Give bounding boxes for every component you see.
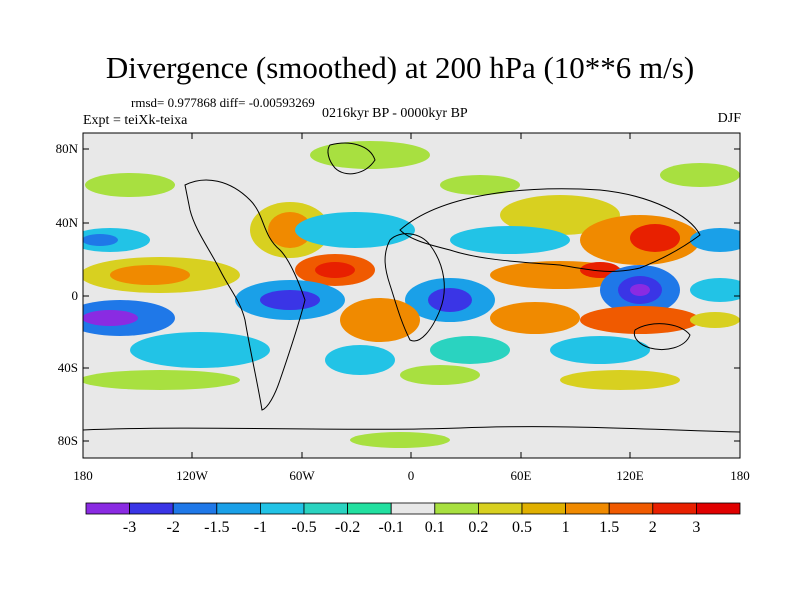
colorbar-label: 2: [648, 519, 657, 536]
colorbar-label: 0.5: [512, 519, 532, 536]
colorbar-swatch: [259, 502, 305, 515]
lat-label-40n: 40N: [55, 215, 78, 230]
lon-label-120e: 120E: [616, 468, 644, 483]
lat-label-40s: 40S: [57, 360, 78, 375]
colorbar-label: 1.5: [599, 519, 620, 536]
colorbar-swatch: [85, 502, 130, 515]
colorbar-swatch: [696, 502, 741, 515]
colorbar-swatch: [172, 502, 218, 515]
map-panel: [83, 133, 740, 458]
colorbar-label: -1.5: [204, 519, 230, 536]
lon-label-180-left: 180: [73, 468, 93, 483]
lon-label-0: 0: [407, 468, 415, 483]
colorbar-label: -3: [122, 519, 137, 536]
lon-label-180-right: 180: [730, 468, 750, 483]
axis-ticks: [83, 133, 740, 458]
experiment-label: Expt = teiXk-teixa: [83, 113, 188, 128]
colorbar-swatch: [434, 502, 479, 515]
colorbar-label: 1: [561, 519, 570, 536]
colorbar: [85, 502, 741, 515]
colorbar-swatch: [216, 502, 261, 515]
colorbar-swatch: [347, 502, 392, 515]
rmsd-stats: rmsd= 0.977868 diff= -0.00593269: [131, 95, 315, 110]
lat-label-0: 0: [71, 288, 79, 303]
colorbar-swatch: [303, 502, 348, 515]
colorbar-label: 3: [692, 519, 701, 536]
colorbar-label: -1: [253, 519, 268, 536]
colorbar-label: -0.5: [291, 519, 317, 536]
colorbar-swatch: [608, 502, 654, 515]
divergence-field: [83, 141, 740, 448]
season-label: DJF: [717, 111, 741, 126]
colorbar-swatch: [390, 502, 436, 515]
colorbar-swatch: [565, 502, 610, 515]
colorbar-label: -2: [166, 519, 180, 536]
colorbar-label: 0.1: [424, 519, 445, 536]
time-period-subtitle: 0216kyr BP - 0000kyr BP: [322, 106, 468, 121]
colorbar-label: -0.2: [334, 519, 361, 536]
lat-label-80n: 80N: [55, 141, 78, 156]
lon-label-120w: 120W: [176, 468, 208, 483]
lon-label-60w: 60W: [289, 468, 315, 483]
map-title: Divergence (smoothed) at 200 hPa (10**6 …: [105, 50, 695, 85]
colorbar-label: -0.1: [378, 519, 404, 536]
lat-label-80s: 80S: [57, 433, 78, 448]
colorbar-swatch: [477, 502, 523, 515]
coastlines: [83, 142, 740, 433]
lon-label-60e: 60E: [510, 468, 532, 483]
colorbar-swatch: [652, 502, 697, 515]
colorbar-label: 0.2: [468, 519, 489, 536]
colorbar-swatch: [129, 502, 174, 515]
colorbar-swatch: [521, 502, 566, 515]
